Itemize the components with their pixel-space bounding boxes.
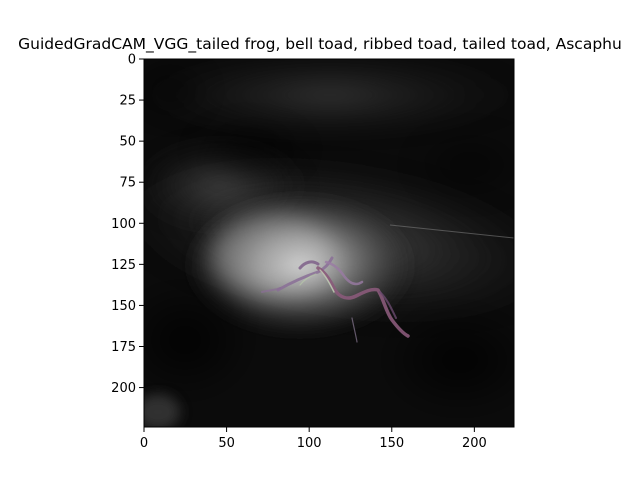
chart-title: GuidedGradCAM_VGG_tailed frog, bell toad… bbox=[18, 35, 622, 54]
y-tick-label: 100 bbox=[111, 217, 136, 232]
y-tick-label: 200 bbox=[111, 381, 136, 396]
subject-outline bbox=[261, 256, 410, 343]
x-tick-label: 200 bbox=[462, 436, 487, 451]
x-tick-label: 0 bbox=[140, 436, 148, 451]
saliency-image bbox=[144, 59, 514, 427]
x-tick-label: 50 bbox=[218, 436, 235, 451]
y-tick-label: 150 bbox=[111, 299, 136, 314]
y-tick-label: 50 bbox=[119, 135, 136, 150]
y-tick-label: 125 bbox=[111, 258, 136, 273]
x-tick-label: 150 bbox=[379, 436, 404, 451]
y-tick-label: 0 bbox=[128, 53, 136, 68]
x-tick-label: 100 bbox=[297, 436, 322, 451]
axes-frame bbox=[143, 58, 515, 428]
y-tick-label: 175 bbox=[111, 340, 136, 355]
x-axis: 0 50 100 150 200 bbox=[140, 427, 487, 451]
y-axis: 0 25 50 75 100 125 150 175 200 bbox=[111, 53, 144, 396]
y-tick-label: 75 bbox=[119, 176, 136, 191]
y-tick-label: 25 bbox=[119, 94, 136, 109]
